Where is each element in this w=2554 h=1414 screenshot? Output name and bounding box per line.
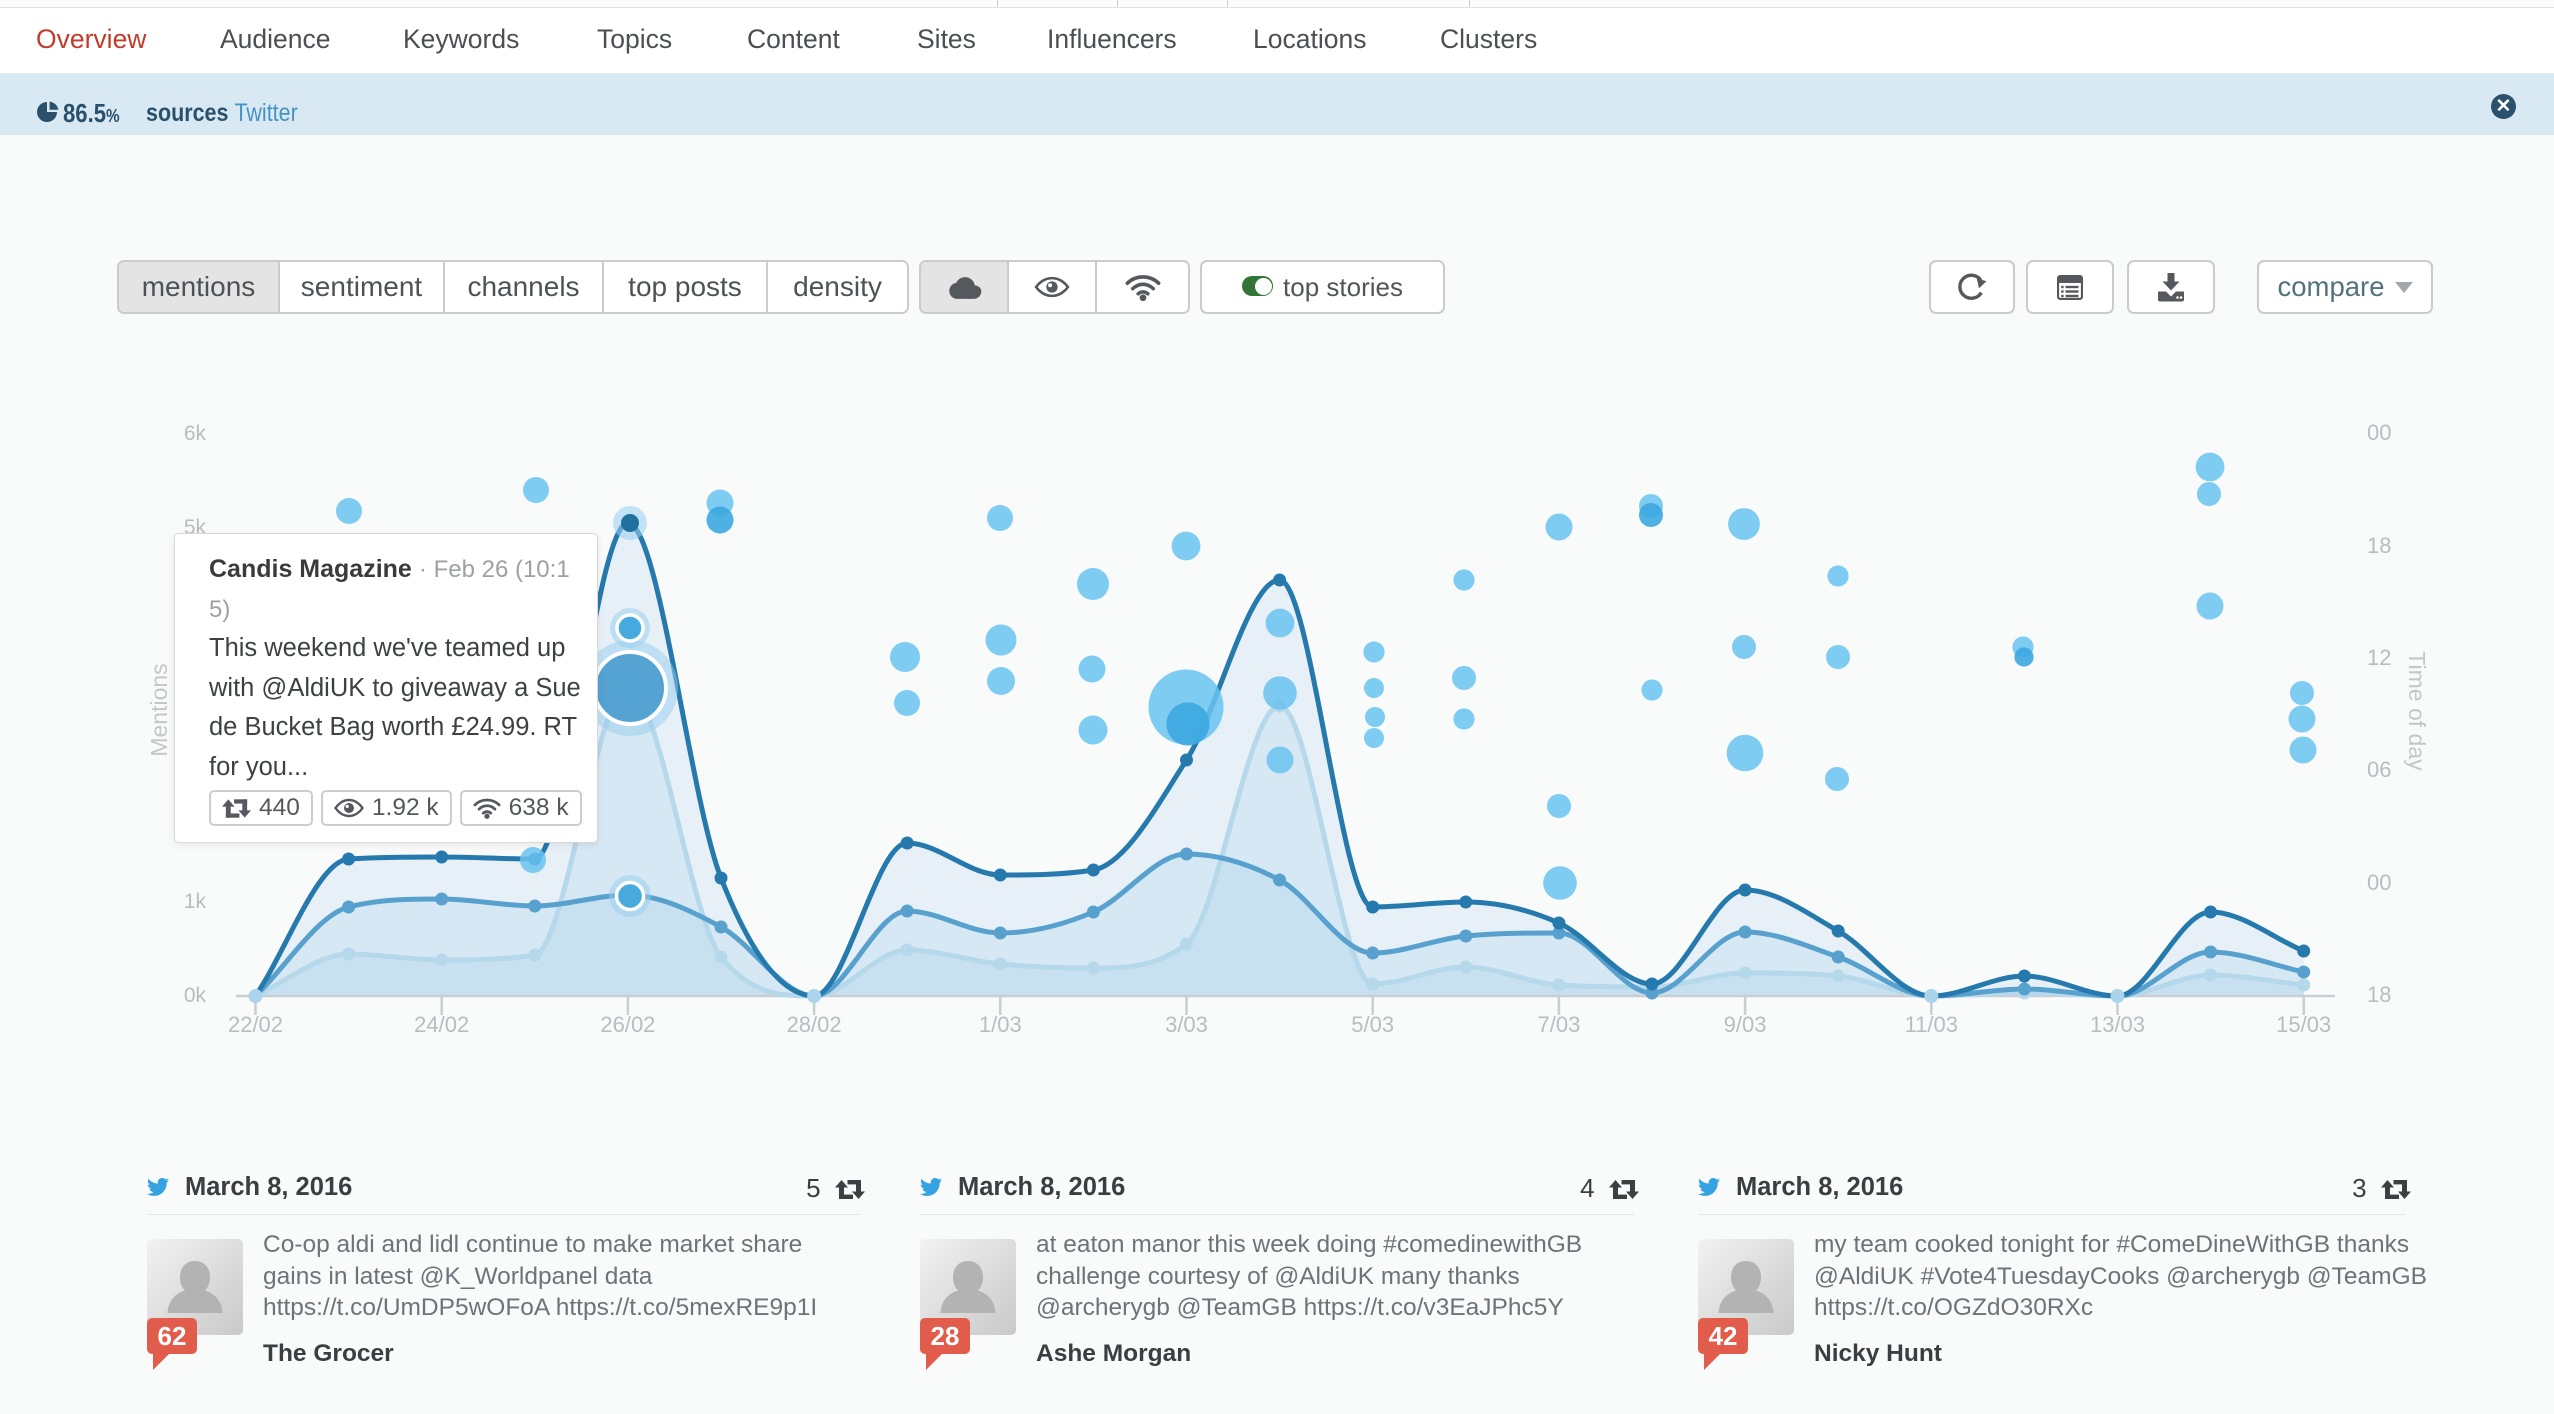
- svg-text:00: 00: [2367, 870, 2391, 895]
- svg-text:5/03: 5/03: [1351, 1012, 1394, 1037]
- svg-text:11/03: 11/03: [1905, 1012, 1958, 1037]
- svg-text:06: 06: [2367, 757, 2391, 782]
- svg-text:18: 18: [2367, 533, 2391, 558]
- svg-text:00: 00: [2367, 420, 2391, 445]
- svg-text:15/03: 15/03: [2276, 1012, 2331, 1037]
- svg-text:Mentions: Mentions: [146, 663, 172, 756]
- svg-text:18: 18: [2367, 982, 2391, 1007]
- svg-text:Time of day: Time of day: [2404, 651, 2430, 771]
- svg-text:28/02: 28/02: [787, 1012, 842, 1037]
- svg-text:1k: 1k: [184, 890, 207, 913]
- svg-text:22/02: 22/02: [228, 1012, 283, 1037]
- svg-text:3/03: 3/03: [1165, 1012, 1208, 1037]
- svg-text:7/03: 7/03: [1537, 1012, 1580, 1037]
- svg-text:12: 12: [2367, 645, 2391, 670]
- svg-text:9/03: 9/03: [1724, 1012, 1767, 1037]
- svg-text:1/03: 1/03: [979, 1012, 1022, 1037]
- svg-text:24/02: 24/02: [414, 1012, 469, 1037]
- svg-text:0k: 0k: [184, 984, 207, 1007]
- svg-text:13/03: 13/03: [2090, 1012, 2145, 1037]
- svg-text:6k: 6k: [184, 422, 207, 445]
- svg-text:26/02: 26/02: [600, 1012, 655, 1037]
